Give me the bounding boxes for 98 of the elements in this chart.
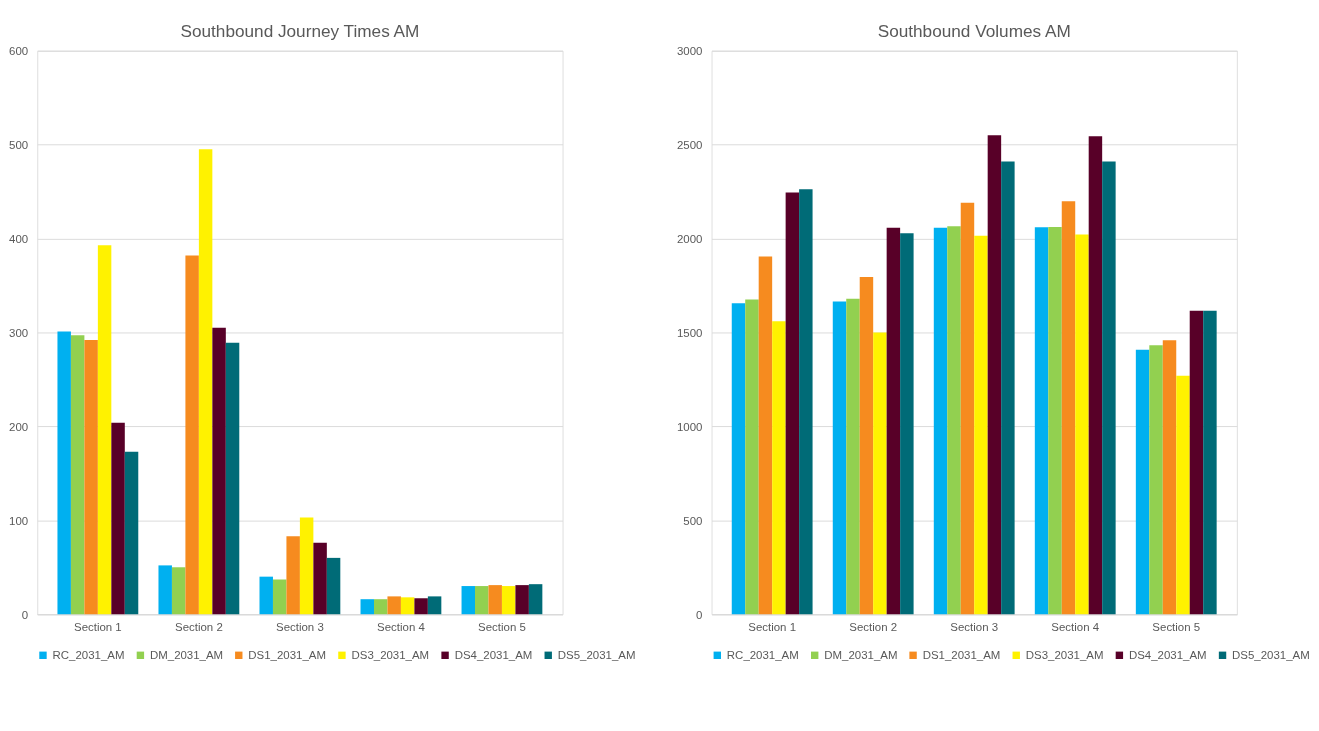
legend-label: DS3_2031_AM [351, 649, 430, 662]
y-tick-label: 200 [9, 420, 29, 433]
bar [758, 256, 773, 615]
bar [947, 226, 961, 615]
x-tick-label: Section 5 [478, 620, 526, 633]
y-tick-label: 3000 [677, 45, 703, 58]
y-tick-label: 0 [696, 608, 703, 621]
bar [225, 342, 240, 615]
y-tick-label: 400 [9, 232, 29, 245]
bar [528, 584, 543, 615]
bar [272, 579, 287, 615]
bar [97, 245, 112, 615]
legend-label: RC_2031_AM [52, 649, 125, 662]
y-tick-label: 1500 [677, 326, 703, 339]
bar [158, 565, 172, 615]
y-tick-label: 100 [9, 514, 29, 527]
bar [475, 586, 489, 615]
x-tick-label: Section 3 [950, 620, 999, 633]
x-tick-label: Section 4 [377, 620, 426, 633]
bar [111, 422, 125, 615]
bar [1048, 226, 1062, 615]
bar [1203, 310, 1217, 615]
legend-label: RC_2031_AM [726, 649, 799, 662]
bar [313, 542, 327, 615]
x-tick-label: Section 1 [73, 620, 122, 633]
bar [1075, 234, 1089, 615]
bar [299, 517, 314, 615]
y-tick-label: 2500 [677, 138, 703, 151]
y-tick-label: 500 [683, 514, 703, 527]
legend-label: DS4_2031_AM [1128, 649, 1207, 662]
y-tick-label: 500 [9, 138, 29, 151]
legend-label: DS5_2031_AM [1232, 649, 1310, 662]
chart-title: Southbound Journey Times AM [180, 21, 420, 42]
bar [360, 599, 374, 615]
bar [171, 567, 186, 615]
y-tick-label: 300 [9, 326, 29, 339]
bar [731, 303, 746, 615]
bar [960, 202, 975, 615]
bar [1034, 227, 1049, 615]
bar [124, 451, 139, 615]
y-tick-label: 600 [9, 45, 29, 58]
x-tick-label: Section 2 [849, 620, 898, 633]
x-tick-label: Section 3 [276, 620, 324, 633]
legend-label: DS4_2031_AM [454, 649, 533, 662]
bar [198, 149, 213, 615]
bar [259, 576, 273, 615]
bar [70, 335, 85, 615]
bar [286, 536, 300, 615]
bar [387, 596, 401, 615]
bar [859, 277, 874, 615]
bar [974, 235, 988, 615]
bar [846, 298, 860, 615]
bar [900, 233, 914, 615]
bar [515, 585, 529, 615]
legend-label: DS5_2031_AM [557, 649, 636, 662]
y-tick-label: 1000 [677, 420, 703, 433]
bar [57, 331, 71, 615]
bar [1189, 310, 1204, 615]
bar [488, 585, 502, 615]
bar [873, 332, 887, 615]
bar [400, 597, 415, 615]
bar [185, 255, 199, 615]
legend-label: DS1_2031_AM [248, 649, 327, 662]
bar [785, 192, 800, 615]
legend-label: DM_2031_AM [824, 649, 898, 662]
bar [1088, 136, 1103, 615]
bar [326, 557, 341, 615]
x-tick-label: Section 1 [748, 620, 797, 633]
bar [427, 596, 442, 615]
bar [373, 599, 388, 615]
x-tick-label: Section 2 [175, 620, 223, 633]
bar [84, 339, 98, 615]
bar [745, 299, 759, 615]
bar [1149, 345, 1163, 615]
bar [886, 227, 901, 615]
y-tick-label: 2000 [677, 232, 703, 245]
bar [1102, 161, 1116, 615]
x-tick-label: Section 4 [1051, 620, 1100, 633]
bar [414, 598, 428, 615]
bar [799, 189, 813, 615]
bar [832, 301, 847, 615]
bar [1176, 375, 1190, 615]
bar [987, 135, 1002, 615]
bar [1162, 340, 1177, 615]
y-tick-label: 0 [21, 608, 29, 621]
legend-label: DM_2031_AM [149, 649, 224, 662]
bar [212, 327, 226, 615]
legend-label: DS3_2031_AM [1025, 649, 1104, 662]
bar [1135, 349, 1150, 615]
x-tick-label: Section 5 [1152, 620, 1201, 633]
bar [461, 586, 476, 615]
bar [1061, 201, 1076, 615]
legend-label: DS1_2031_AM [922, 649, 1001, 662]
bar [501, 586, 516, 615]
chart-title: Southbound Volumes AM [877, 21, 1071, 42]
bar [933, 227, 948, 615]
bar [772, 321, 786, 615]
bar [1001, 161, 1015, 615]
